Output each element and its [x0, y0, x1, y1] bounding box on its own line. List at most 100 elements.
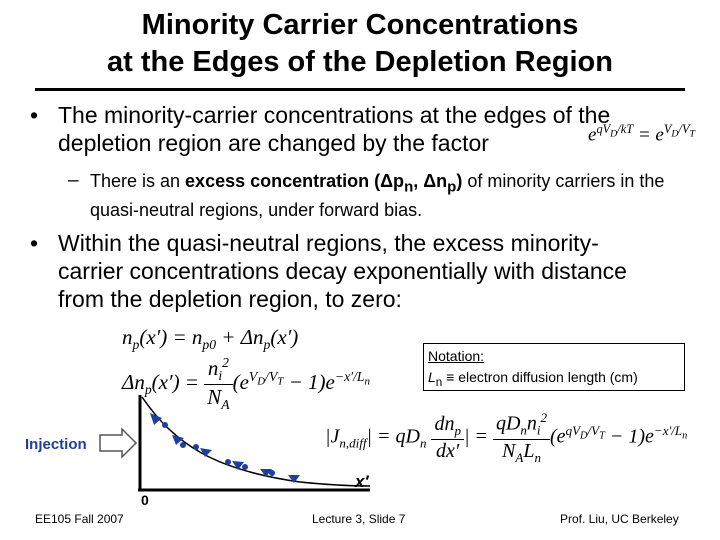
bullet-dot: • — [30, 102, 39, 128]
decoration: qVD/kT — [596, 122, 634, 140]
text-part: D — [610, 128, 618, 140]
text-part: L — [523, 439, 535, 462]
bullet-text: The minority-carrier concentrations at t… — [58, 102, 611, 156]
text-part: , Δn — [413, 171, 448, 191]
text-part: D — [580, 430, 588, 442]
text-part: There is an — [90, 171, 186, 191]
text-part: n — [435, 375, 443, 389]
text-part: n — [682, 430, 688, 442]
decoration: qDnni2 NALn — [492, 410, 551, 466]
footer-center: Lecture 3, Slide 7 — [312, 512, 406, 526]
text-part: Notation: — [428, 348, 485, 364]
text-part: qD — [495, 412, 521, 435]
text-part: L — [428, 369, 436, 385]
text-part: Δn — [122, 370, 145, 394]
decoration: dnp — [431, 413, 464, 440]
decoration: ni2 — [204, 355, 233, 386]
text-part: −x′/L — [334, 369, 365, 384]
title-line: Minority Carrier Concentrations — [141, 9, 579, 41]
bullet-text: Within the quasi-neutral regions, the ex… — [58, 230, 627, 312]
decoration: −x′/Ln — [334, 369, 370, 388]
decoration — [200, 448, 212, 457]
text-part: p — [454, 422, 461, 438]
axis-label: x′ — [354, 472, 369, 491]
decoration: NA — [204, 385, 232, 413]
injection-label: Injection — [25, 436, 87, 453]
text-part: i — [218, 368, 223, 384]
text-part: n — [207, 356, 219, 380]
text-part: n — [419, 435, 427, 451]
text-part: = qD — [376, 425, 420, 448]
decoration — [172, 435, 184, 445]
decoration — [162, 422, 168, 428]
notation-box: Notation: Ln ≡ electron diffusion length … — [423, 343, 685, 391]
decoration — [225, 459, 231, 465]
dash: – — [68, 170, 79, 191]
text-part: /V — [678, 122, 690, 136]
text-part: D — [671, 128, 679, 140]
text-part: qV — [596, 122, 611, 136]
text-part: e — [325, 370, 335, 394]
carrier-dots — [150, 413, 300, 483]
decoration: dnp dx′ — [431, 413, 464, 463]
text-part: n — [526, 412, 537, 435]
text-part: /V — [587, 422, 600, 438]
decoration — [150, 413, 162, 425]
decoration — [180, 442, 186, 448]
decoration — [288, 475, 300, 483]
text-part: (x′) = n — [139, 325, 203, 349]
decoration — [242, 464, 248, 470]
text-part: 2 — [222, 355, 229, 370]
text-part: ≡ electron diffusion length (cm) — [442, 369, 638, 385]
text-part: p — [447, 178, 457, 196]
decoration: qVD/VT — [565, 422, 605, 442]
text-part: e — [588, 124, 597, 146]
decoration — [269, 470, 275, 476]
factor-formula: eqVD/kT = eVD/VT — [588, 122, 695, 146]
text-part: n — [520, 422, 527, 438]
text-part: N — [502, 439, 516, 462]
text-part: − 1) — [283, 370, 326, 394]
text-part: p — [263, 337, 271, 353]
text-part: (x′) = — [151, 370, 199, 394]
injection-arrow — [99, 427, 138, 459]
text-part: (e — [232, 370, 249, 394]
text-part: ) — [456, 171, 463, 191]
figure: Injection 0 x′ — [25, 395, 371, 508]
text-part: V — [663, 122, 672, 136]
origin-label: 0 — [141, 492, 149, 508]
equation: np(x′) = np0 + Δnp(x′) — [122, 325, 298, 353]
text-part: T — [599, 430, 605, 442]
decoration: excess concentration (Δpn, Δnp) — [185, 171, 463, 196]
text-part: A — [515, 449, 524, 465]
text-part: /V — [265, 369, 278, 384]
title-rule — [35, 88, 685, 91]
sub-bullet: There is an excess concentration (Δpn, Δ… — [90, 170, 670, 222]
text-part: p — [144, 382, 152, 398]
decoration — [193, 444, 199, 450]
bullet-dot: • — [30, 230, 39, 256]
text-part: n — [122, 325, 133, 349]
text-part: D — [257, 375, 266, 388]
footer-left: EE105 Fall 2007 — [35, 512, 124, 526]
decoration: −x′/Ln — [653, 422, 688, 442]
title-line: at the Edges of the Depletion Region — [107, 46, 613, 78]
text-part: excess concentration (Δp — [185, 171, 405, 191]
text-part: N — [207, 385, 222, 410]
text-part: n — [364, 375, 370, 388]
text-part: 2 — [540, 410, 548, 425]
text-part: T — [277, 375, 284, 388]
text-part: (x′) — [270, 325, 299, 349]
text-part: qV — [565, 422, 581, 438]
decoration — [260, 469, 272, 477]
text-part: n — [404, 178, 414, 196]
text-part: /kT — [617, 122, 634, 136]
text-part: (e — [550, 425, 566, 448]
decoration: VD/VT — [663, 122, 696, 140]
text-part: n — [534, 449, 541, 465]
text-part: T — [689, 128, 696, 140]
text-part: −x′/L — [653, 422, 683, 438]
text-part: e — [645, 425, 654, 448]
text-part: of minority carriers in the quasi-neutra… — [90, 171, 665, 220]
